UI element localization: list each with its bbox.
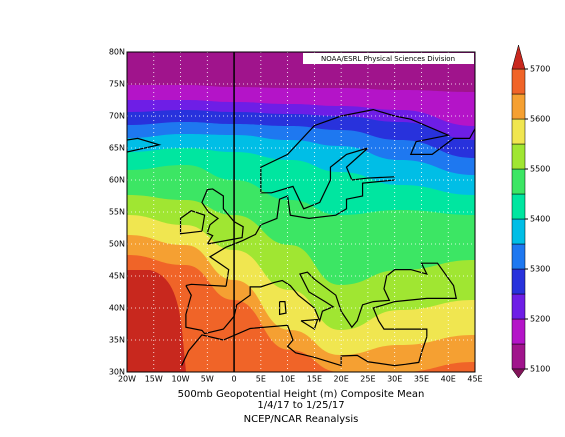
colorbar-label: 5400 bbox=[530, 215, 550, 224]
lat-label: 35N bbox=[109, 336, 125, 345]
graticule: 20W 15W 10W 5W 0 5E 10E 15E 20E 25E 30E 35E 40E 45E 30… bbox=[109, 48, 483, 384]
colorbar-label: 5100 bbox=[530, 365, 550, 374]
colorbar-swatch bbox=[511, 118, 526, 145]
lat-label: 70N bbox=[109, 112, 125, 121]
contour-fill bbox=[127, 52, 475, 372]
colorbar-swatch bbox=[511, 293, 526, 320]
lon-label: 10W bbox=[171, 375, 189, 384]
lon-label: 0 bbox=[232, 375, 237, 384]
colorbar-label: 5700 bbox=[530, 65, 550, 74]
colorbar-extend-top bbox=[511, 44, 526, 70]
colorbar-swatch bbox=[511, 218, 526, 245]
colorbar-swatch bbox=[511, 343, 526, 370]
caption-line2: 1/4/17 to 1/25/17 bbox=[257, 400, 344, 411]
colorbar-label: 5500 bbox=[530, 165, 550, 174]
lon-label: 20E bbox=[334, 375, 349, 384]
lon-label: 35E bbox=[414, 375, 429, 384]
coastline bbox=[201, 188, 244, 245]
colorbar-swatch bbox=[511, 318, 526, 345]
lat-label: 75N bbox=[109, 80, 125, 89]
lat-label: 80N bbox=[109, 48, 125, 57]
lon-label: 30E bbox=[387, 375, 402, 384]
lon-label: 5E bbox=[256, 375, 266, 384]
lat-label: 55N bbox=[109, 208, 125, 217]
caption-line1: 500mb Geopotential Height (m) Composite … bbox=[178, 389, 425, 400]
coastline bbox=[185, 262, 457, 337]
lon-label: 15E bbox=[307, 375, 322, 384]
colorbar-swatch bbox=[511, 143, 526, 170]
lat-label: 65N bbox=[109, 144, 125, 153]
lat-label: 30N bbox=[109, 368, 125, 377]
map-frame bbox=[126, 51, 476, 373]
band bbox=[127, 255, 475, 372]
watermark-box bbox=[303, 53, 474, 64]
colorbar-swatch bbox=[511, 93, 526, 120]
coastline bbox=[179, 210, 206, 235]
colorbar-swatch bbox=[511, 243, 526, 270]
lat-label: 50N bbox=[109, 240, 125, 249]
colorbar-label: 5300 bbox=[530, 265, 550, 274]
colorbar-swatch bbox=[511, 168, 526, 195]
lon-label: 20W bbox=[118, 375, 136, 384]
coastline bbox=[300, 318, 319, 331]
coastline bbox=[127, 137, 162, 153]
lon-label: 15W bbox=[145, 375, 163, 384]
coastline bbox=[260, 108, 475, 210]
colorbar-extend-bottom bbox=[511, 368, 526, 379]
colorbar-swatch bbox=[511, 268, 526, 295]
colorbar-swatch bbox=[511, 68, 526, 95]
colorbar: 5100 5200 5300 5400 5500 5600 5700 bbox=[511, 44, 550, 379]
lon-label: 10E bbox=[280, 375, 295, 384]
colorbar-label: 5600 bbox=[530, 115, 550, 124]
lon-label: 45E bbox=[467, 375, 482, 384]
lon-label: 25E bbox=[360, 375, 375, 384]
lat-label: 45N bbox=[109, 272, 125, 281]
band bbox=[127, 270, 186, 372]
coastline bbox=[278, 301, 287, 316]
lat-label: 40N bbox=[109, 304, 125, 313]
coastline bbox=[185, 283, 227, 287]
colorbar-swatch bbox=[511, 193, 526, 220]
coastline bbox=[208, 179, 395, 287]
lon-label: 5W bbox=[201, 375, 214, 384]
caption-line3: NCEP/NCAR Reanalysis bbox=[244, 414, 359, 425]
colorbar-label: 5200 bbox=[530, 315, 550, 324]
lon-label: 40E bbox=[441, 375, 456, 384]
lat-label: 60N bbox=[109, 176, 125, 185]
watermark: NOAA/ESRL Physical Sciences Division bbox=[321, 55, 455, 63]
